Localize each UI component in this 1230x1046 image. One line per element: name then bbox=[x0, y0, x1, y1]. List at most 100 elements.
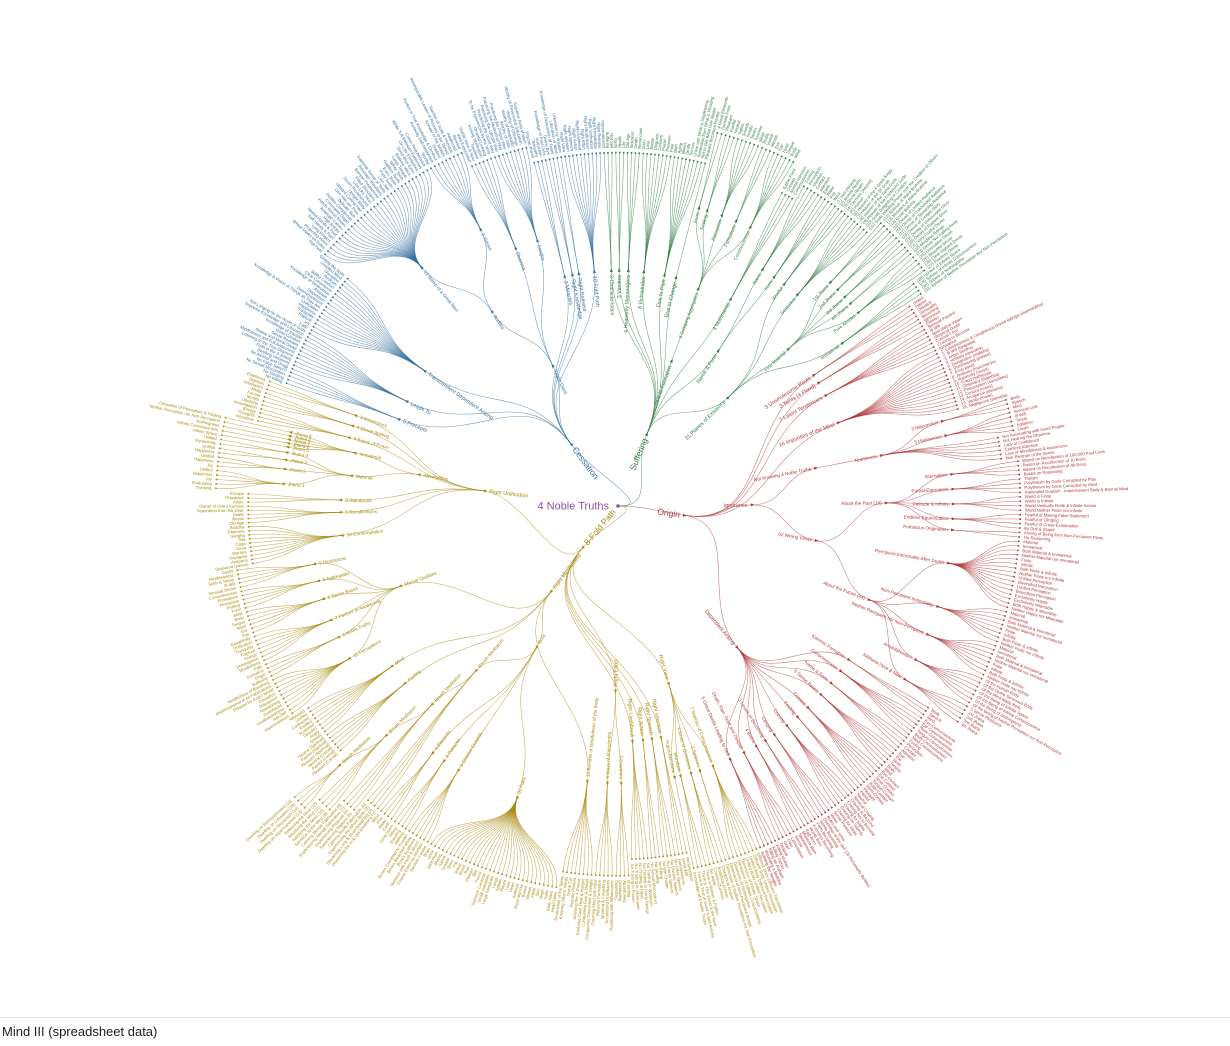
tree-link bbox=[569, 547, 616, 691]
tree-link bbox=[457, 797, 518, 858]
tree-link bbox=[736, 647, 788, 726]
tree-link bbox=[838, 393, 954, 423]
node-arrow-icon bbox=[716, 348, 720, 353]
tree-node-label: Fine Material bbox=[763, 350, 786, 372]
tree-link bbox=[300, 350, 408, 402]
leaf-dot-icon bbox=[1017, 469, 1020, 471]
tree-node-label: Right Livelihood bbox=[626, 698, 634, 737]
tree-link bbox=[330, 585, 401, 621]
tree-node-label: Ear bbox=[777, 143, 784, 152]
tree-link bbox=[788, 312, 859, 350]
tree-node: Triple Gem bbox=[551, 363, 568, 396]
leaf-dot-icon bbox=[952, 392, 955, 395]
tree-link bbox=[432, 647, 537, 754]
tree-node-label: Fortuitous Origination bbox=[903, 524, 948, 532]
leaf-dot-icon bbox=[853, 220, 856, 223]
leaf-dot-icon bbox=[1018, 473, 1021, 476]
tree-link bbox=[643, 154, 652, 272]
tree-link bbox=[620, 783, 625, 876]
leaf-dot-icon bbox=[1017, 460, 1019, 463]
tree-node-label: Health bbox=[617, 135, 622, 148]
tree-link bbox=[831, 682, 899, 748]
leaf-dot-icon bbox=[591, 152, 594, 155]
node-arrow-icon bbox=[479, 227, 483, 232]
tree-link bbox=[813, 312, 915, 376]
node-arrow-icon bbox=[490, 309, 495, 314]
leaf-dot-icon bbox=[280, 693, 283, 696]
tree-node: Jhana 3 bbox=[283, 458, 308, 465]
tree-leaf: Tastes bbox=[749, 127, 758, 145]
tree-node-label: Form bbox=[764, 279, 774, 291]
tree-link bbox=[736, 647, 841, 672]
leaf-dot-icon bbox=[294, 360, 297, 363]
tree-node-label: Sorrow bbox=[688, 141, 696, 156]
leaf-dot-icon bbox=[943, 370, 947, 373]
node-arrow-icon bbox=[748, 224, 752, 229]
leaf-dot-icon bbox=[716, 861, 719, 864]
tree-node: Body bbox=[535, 632, 547, 650]
leaf-dot-icon bbox=[411, 832, 415, 835]
leaf-dot-icon bbox=[338, 237, 341, 240]
tree-link bbox=[698, 226, 751, 289]
tree-link bbox=[838, 364, 943, 423]
tree-node: 8 Vicissitudes bbox=[638, 269, 647, 309]
tree-node-label: Material bbox=[356, 474, 373, 481]
tree-link bbox=[765, 740, 812, 822]
leaf-dot-icon bbox=[708, 863, 711, 866]
leaf-dot-icon bbox=[534, 882, 537, 885]
leaf-dot-icon bbox=[1019, 509, 1022, 512]
tree-node: Right Effort bbox=[613, 659, 620, 694]
node-arrow-icon bbox=[828, 280, 833, 285]
leaf-dot-icon bbox=[1019, 504, 1022, 507]
tree-leaf: Health bbox=[617, 135, 622, 154]
leaf-dot-icon bbox=[215, 483, 218, 485]
leaf-dot-icon bbox=[217, 456, 220, 459]
tree-link bbox=[573, 547, 670, 684]
leaf-dot-icon bbox=[215, 478, 218, 481]
tree-node-label: Liberation of Mind bbox=[548, 120, 559, 154]
node-arrow-icon bbox=[824, 394, 829, 398]
tree-link bbox=[915, 659, 970, 703]
leaf-dot-icon bbox=[582, 873, 585, 876]
leaf-dot-icon bbox=[716, 131, 719, 134]
tree-node-label: Bodily bbox=[761, 131, 770, 144]
tree-link bbox=[275, 658, 350, 684]
tree-link bbox=[818, 326, 923, 384]
node-arrow-icon bbox=[705, 207, 709, 213]
tree-node: 9 Virtues bbox=[479, 227, 493, 252]
tree-link bbox=[309, 333, 408, 402]
leaf-dot-icon bbox=[546, 884, 549, 887]
tree-leaf: Fire bbox=[827, 190, 837, 203]
leaf-dot-icon bbox=[247, 525, 250, 528]
tree-node: 7 Factors of Awakening bbox=[328, 598, 382, 621]
leaf-dot-icon bbox=[954, 400, 957, 403]
leaf-dot-icon bbox=[343, 280, 347, 283]
leaf-dot-icon bbox=[544, 159, 547, 162]
leaf-dot-icon bbox=[224, 416, 227, 419]
leaf-dot-icon bbox=[552, 157, 555, 160]
tree-link bbox=[915, 659, 972, 699]
leaf-dot-icon bbox=[1015, 558, 1018, 561]
leaf-dot-icon bbox=[517, 878, 520, 881]
tree-link bbox=[522, 148, 538, 241]
leaf-dot-icon bbox=[611, 874, 613, 877]
node-arrow-icon bbox=[944, 434, 949, 438]
node-arrow-icon bbox=[760, 267, 765, 272]
tree-link bbox=[904, 679, 958, 722]
tree-leaf: Neutral bbox=[733, 120, 742, 139]
tree-node: 4 Nutriments bbox=[712, 296, 732, 332]
leaf-dot-icon bbox=[422, 838, 425, 841]
tree-link bbox=[273, 658, 350, 681]
node-arrow-icon bbox=[879, 454, 884, 458]
tree-link bbox=[283, 658, 350, 699]
tree-link bbox=[606, 783, 613, 876]
leaf-dot-icon bbox=[736, 855, 739, 858]
leaf-dot-icon bbox=[937, 356, 940, 359]
tree-node: Leads To bbox=[404, 400, 431, 416]
tree-leaf: Contact bbox=[784, 176, 797, 196]
leaf-dot-icon bbox=[341, 283, 344, 286]
leaf-dot-icon bbox=[946, 378, 949, 381]
tree-link bbox=[699, 770, 726, 860]
node-arrow-icon bbox=[856, 310, 861, 315]
leaf-dot-icon bbox=[666, 855, 669, 857]
